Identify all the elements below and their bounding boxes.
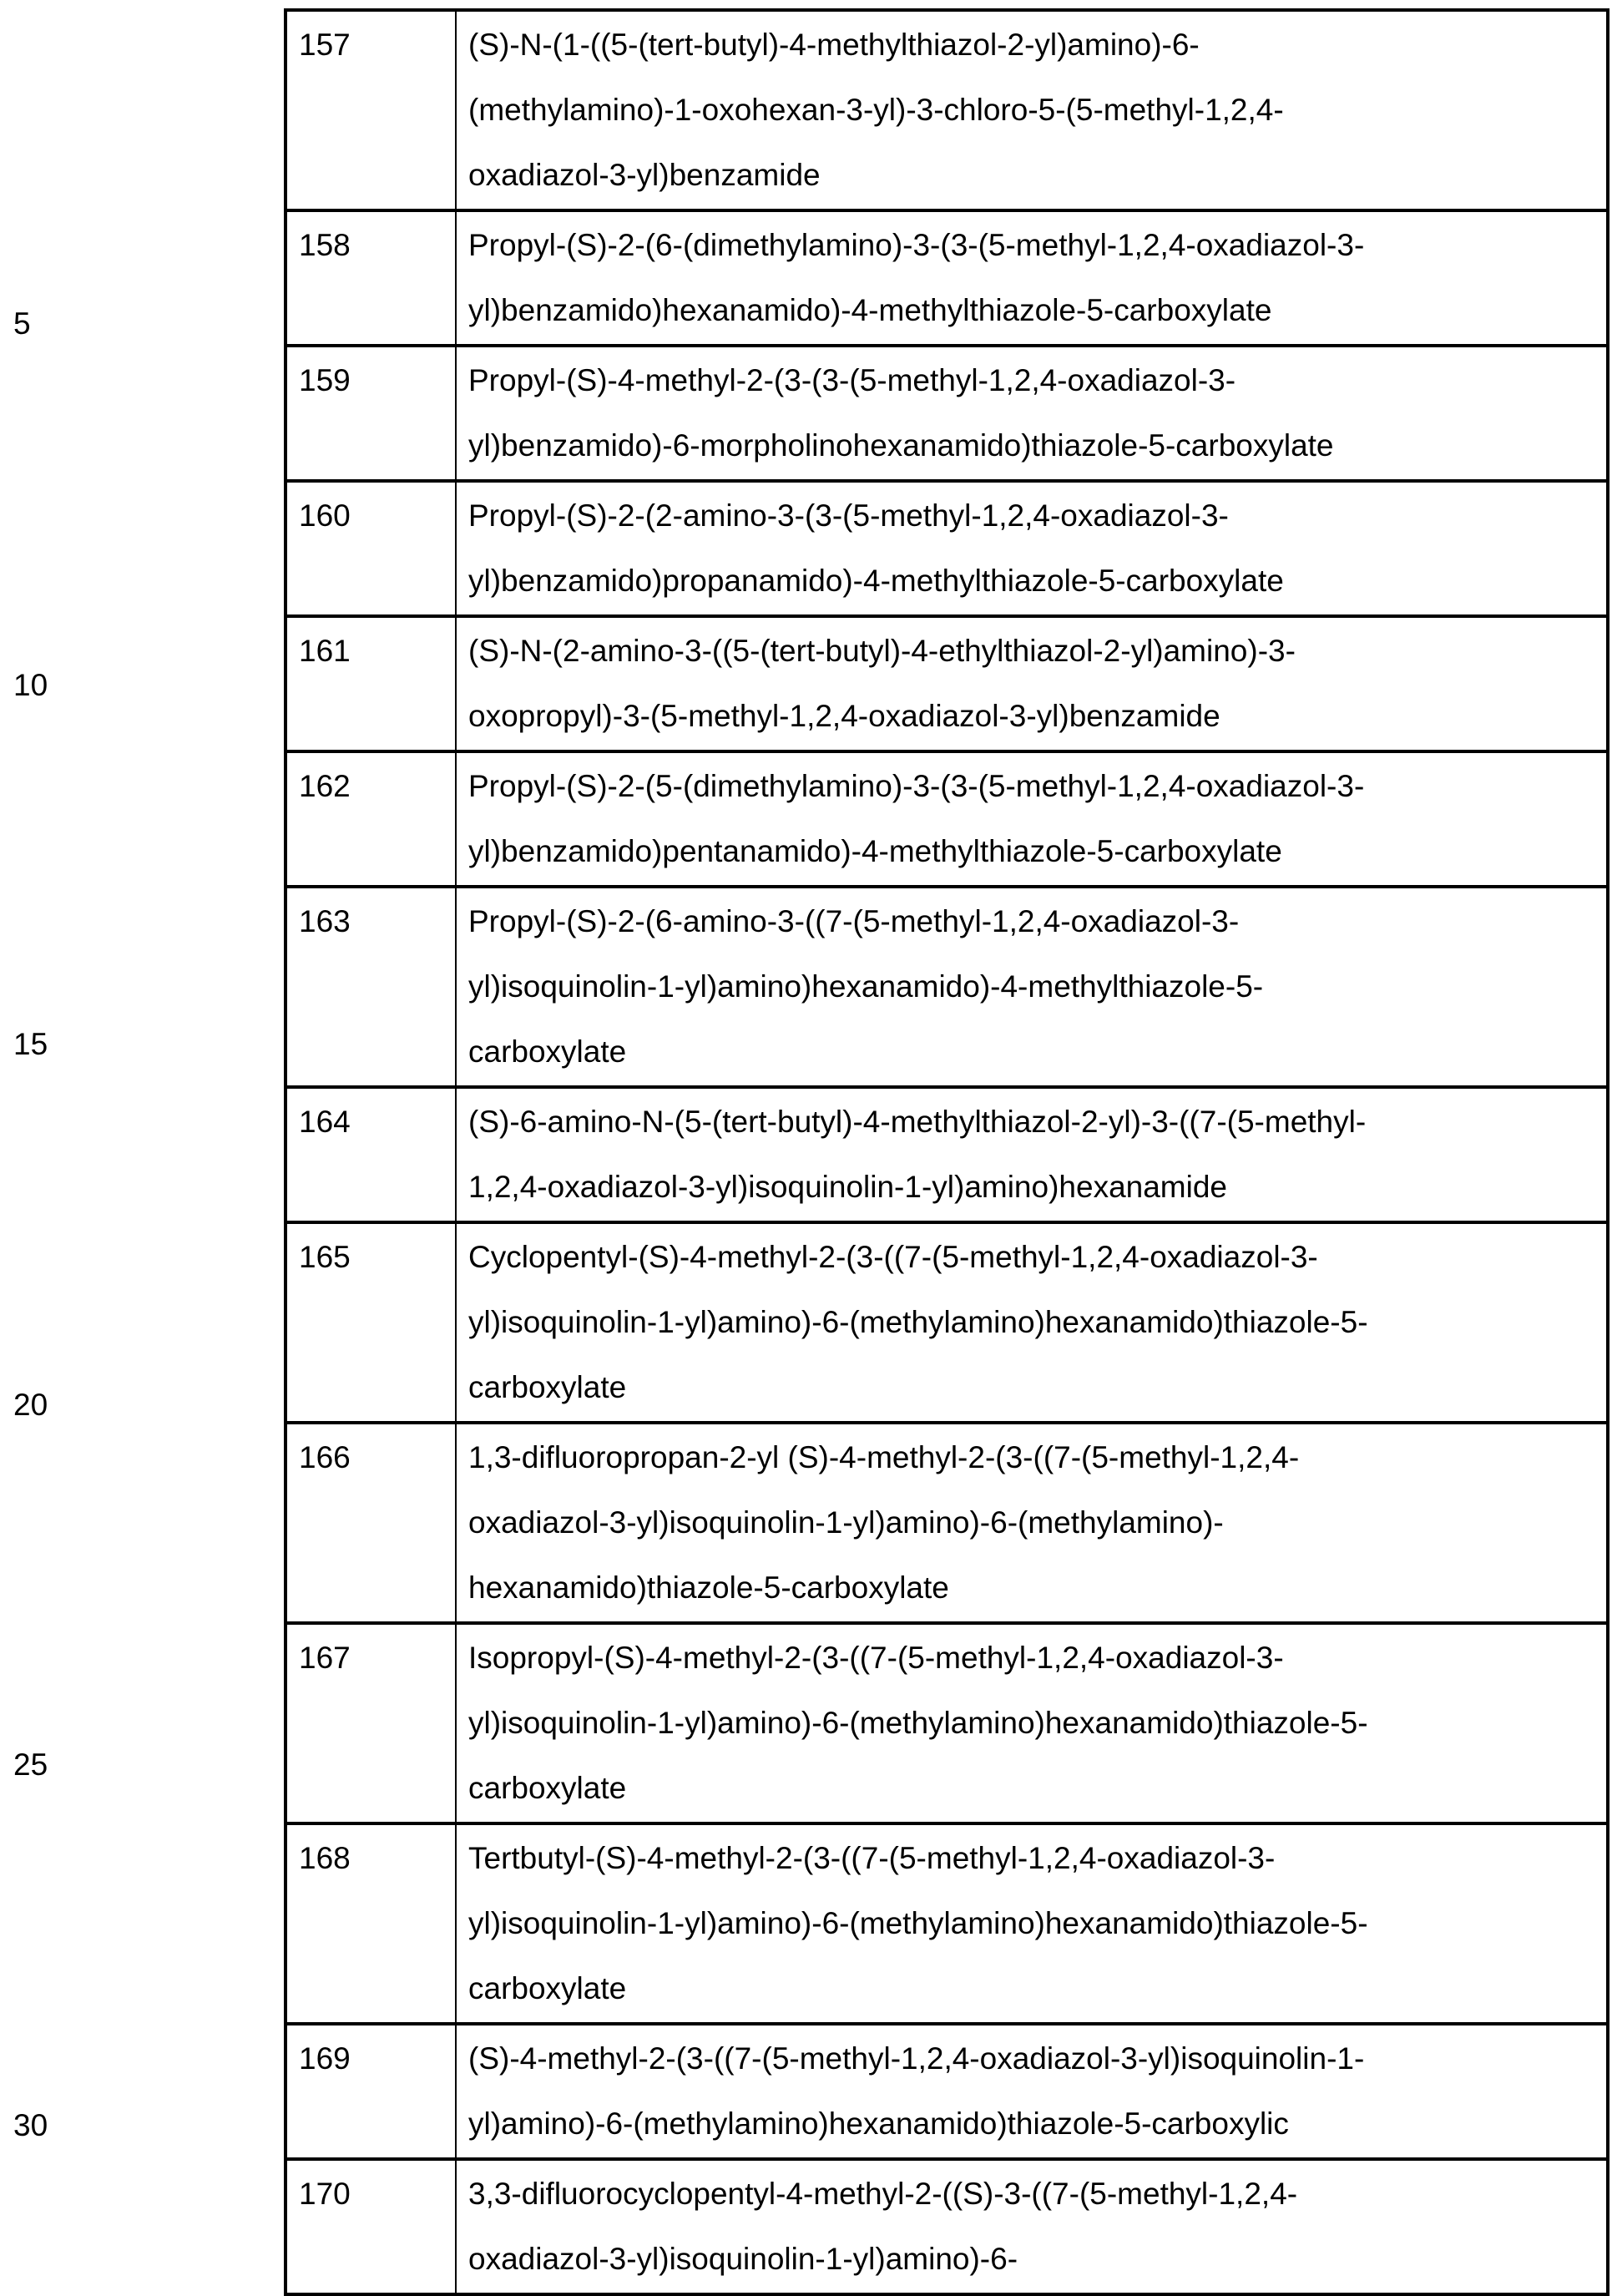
- compound-name: Cyclopentyl-(S)-4-methyl-2-(3-((7-(5-met…: [456, 1222, 1608, 1423]
- table-row: 168Tertbutyl-(S)-4-methyl-2-(3-((7-(5-me…: [286, 1823, 1608, 2024]
- compound-name-line: yl)isoquinolin-1-yl)amino)hexanamido)-4-…: [468, 954, 1606, 1019]
- margin-line-number: 20: [13, 1388, 48, 1422]
- compound-name-line: yl)benzamido)-6-morpholinohexanamido)thi…: [468, 413, 1606, 478]
- margin-line-number: 10: [13, 669, 48, 702]
- compound-name-line: (S)-6-amino-N-(5-(tert-butyl)-4-methylth…: [468, 1090, 1606, 1155]
- compound-name-line: oxopropyl)-3-(5-methyl-1,2,4-oxadiazol-3…: [468, 684, 1606, 749]
- compound-name-line: Tertbutyl-(S)-4-methyl-2-(3-((7-(5-methy…: [468, 1826, 1606, 1891]
- table-row: 169(S)-4-methyl-2-(3-((7-(5-methyl-1,2,4…: [286, 2024, 1608, 2159]
- compound-name-line: yl)benzamido)hexanamido)-4-methylthiazol…: [468, 278, 1606, 343]
- compound-name: (S)-4-methyl-2-(3-((7-(5-methyl-1,2,4-ox…: [456, 2024, 1608, 2159]
- compound-name-line: Propyl-(S)-4-methyl-2-(3-(3-(5-methyl-1,…: [468, 348, 1606, 413]
- compound-name-line: carboxylate: [468, 1956, 1606, 2021]
- compound-number: 157: [286, 10, 456, 210]
- compound-number: 160: [286, 481, 456, 616]
- table-row: 160Propyl-(S)-2-(2-amino-3-(3-(5-methyl-…: [286, 481, 1608, 616]
- compound-name: (S)-N-(2-amino-3-((5-(tert-butyl)-4-ethy…: [456, 616, 1608, 751]
- margin-line-number: 5: [13, 307, 31, 341]
- compound-name-line: hexanamido)thiazole-5-carboxylate: [468, 1555, 1606, 1621]
- compound-name: Propyl-(S)-2-(5-(dimethylamino)-3-(3-(5-…: [456, 751, 1608, 887]
- compound-name: (S)-N-(1-((5-(tert-butyl)-4-methylthiazo…: [456, 10, 1608, 210]
- compound-name: 1,3-difluoropropan-2-yl (S)-4-methyl-2-(…: [456, 1423, 1608, 1623]
- compound-name-line: 3,3-difluorocyclopentyl-4-methyl-2-((S)-…: [468, 2162, 1606, 2227]
- compound-name-line: (S)-N-(1-((5-(tert-butyl)-4-methylthiazo…: [468, 13, 1606, 78]
- margin-line-number: 30: [13, 2109, 48, 2142]
- compound-number: 166: [286, 1423, 456, 1623]
- compound-name-line: carboxylate: [468, 1019, 1606, 1085]
- compound-name-line: (S)-4-methyl-2-(3-((7-(5-methyl-1,2,4-ox…: [468, 2026, 1606, 2091]
- compound-number: 162: [286, 751, 456, 887]
- compound-name-line: oxadiazol-3-yl)benzamide: [468, 143, 1606, 208]
- table-row: 159Propyl-(S)-4-methyl-2-(3-(3-(5-methyl…: [286, 346, 1608, 481]
- compound-name-line: oxadiazol-3-yl)isoquinolin-1-yl)amino)-6…: [468, 2227, 1606, 2292]
- table-row: 165Cyclopentyl-(S)-4-methyl-2-(3-((7-(5-…: [286, 1222, 1608, 1423]
- compound-number: 159: [286, 346, 456, 481]
- compound-name-line: yl)benzamido)propanamido)-4-methylthiazo…: [468, 549, 1606, 614]
- compound-name-line: yl)isoquinolin-1-yl)amino)-6-(methylamin…: [468, 1290, 1606, 1355]
- compound-number: 158: [286, 210, 456, 346]
- compound-number: 170: [286, 2159, 456, 2294]
- margin-line-number: 25: [13, 1748, 48, 1782]
- compound-name-line: yl)benzamido)pentanamido)-4-methylthiazo…: [468, 819, 1606, 884]
- table-row: 1661,3-difluoropropan-2-yl (S)-4-methyl-…: [286, 1423, 1608, 1623]
- compound-number: 164: [286, 1087, 456, 1222]
- compound-name-line: Propyl-(S)-2-(6-(dimethylamino)-3-(3-(5-…: [468, 213, 1606, 278]
- margin-line-number: 15: [13, 1028, 48, 1061]
- compound-name-line: oxadiazol-3-yl)isoquinolin-1-yl)amino)-6…: [468, 1490, 1606, 1555]
- compound-name-line: (S)-N-(2-amino-3-((5-(tert-butyl)-4-ethy…: [468, 619, 1606, 684]
- table-row: 157(S)-N-(1-((5-(tert-butyl)-4-methylthi…: [286, 10, 1608, 210]
- compound-number: 161: [286, 616, 456, 751]
- table-row: 161(S)-N-(2-amino-3-((5-(tert-butyl)-4-e…: [286, 616, 1608, 751]
- table-row: 158Propyl-(S)-2-(6-(dimethylamino)-3-(3-…: [286, 210, 1608, 346]
- compound-name: Propyl-(S)-2-(6-amino-3-((7-(5-methyl-1,…: [456, 887, 1608, 1087]
- compound-name-line: 1,3-difluoropropan-2-yl (S)-4-methyl-2-(…: [468, 1425, 1606, 1490]
- table-row: 167Isopropyl-(S)-4-methyl-2-(3-((7-(5-me…: [286, 1623, 1608, 1823]
- compound-name-line: Propyl-(S)-2-(5-(dimethylamino)-3-(3-(5-…: [468, 754, 1606, 819]
- table-row: 164(S)-6-amino-N-(5-(tert-butyl)-4-methy…: [286, 1087, 1608, 1222]
- compound-name: 3,3-difluorocyclopentyl-4-methyl-2-((S)-…: [456, 2159, 1608, 2294]
- compound-number: 165: [286, 1222, 456, 1423]
- table-row: 163Propyl-(S)-2-(6-amino-3-((7-(5-methyl…: [286, 887, 1608, 1087]
- table-row: 1703,3-difluorocyclopentyl-4-methyl-2-((…: [286, 2159, 1608, 2294]
- compound-table: 157(S)-N-(1-((5-(tert-butyl)-4-methylthi…: [284, 8, 1609, 2296]
- compound-name: Isopropyl-(S)-4-methyl-2-(3-((7-(5-methy…: [456, 1623, 1608, 1823]
- compound-name-line: 1,2,4-oxadiazol-3-yl)isoquinolin-1-yl)am…: [468, 1155, 1606, 1220]
- compound-name-line: Propyl-(S)-2-(2-amino-3-(3-(5-methyl-1,2…: [468, 483, 1606, 549]
- compound-name-line: carboxylate: [468, 1756, 1606, 1821]
- compound-number: 169: [286, 2024, 456, 2159]
- compound-name: Propyl-(S)-2-(6-(dimethylamino)-3-(3-(5-…: [456, 210, 1608, 346]
- compound-name: (S)-6-amino-N-(5-(tert-butyl)-4-methylth…: [456, 1087, 1608, 1222]
- compound-name-line: yl)amino)-6-(methylamino)hexanamido)thia…: [468, 2091, 1606, 2157]
- compound-name-line: (methylamino)-1-oxohexan-3-yl)-3-chloro-…: [468, 78, 1606, 143]
- compound-name-line: Propyl-(S)-2-(6-amino-3-((7-(5-methyl-1,…: [468, 889, 1606, 954]
- compound-name: Propyl-(S)-4-methyl-2-(3-(3-(5-methyl-1,…: [456, 346, 1608, 481]
- compound-number: 168: [286, 1823, 456, 2024]
- table-row: 162Propyl-(S)-2-(5-(dimethylamino)-3-(3-…: [286, 751, 1608, 887]
- compound-number: 167: [286, 1623, 456, 1823]
- compound-name-line: Isopropyl-(S)-4-methyl-2-(3-((7-(5-methy…: [468, 1626, 1606, 1691]
- compound-name-line: yl)isoquinolin-1-yl)amino)-6-(methylamin…: [468, 1891, 1606, 1956]
- compound-name-line: carboxylate: [468, 1355, 1606, 1420]
- compound-name: Tertbutyl-(S)-4-methyl-2-(3-((7-(5-methy…: [456, 1823, 1608, 2024]
- compound-name-line: yl)isoquinolin-1-yl)amino)-6-(methylamin…: [468, 1691, 1606, 1756]
- compound-number: 163: [286, 887, 456, 1087]
- compound-name: Propyl-(S)-2-(2-amino-3-(3-(5-methyl-1,2…: [456, 481, 1608, 616]
- compound-name-line: Cyclopentyl-(S)-4-methyl-2-(3-((7-(5-met…: [468, 1225, 1606, 1290]
